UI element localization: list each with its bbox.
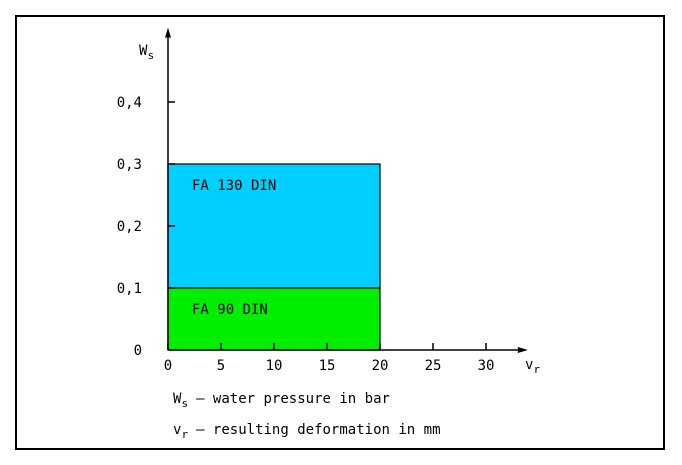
x-tick-label: 15 — [319, 358, 336, 374]
legend: Ws – water pressure in bar vr – resulting … — [173, 391, 441, 441]
axis-labels-layer: Ws vr — [139, 43, 540, 376]
region-label-fa-130-din: FA 130 DIN — [192, 178, 276, 194]
y-axis-arrowhead — [165, 27, 171, 38]
region-label-fa-90-din: FA 90 DIN — [192, 302, 268, 318]
axes-layer — [165, 27, 528, 353]
region-fa-130-din — [167, 163, 381, 289]
y-axis-label: Ws — [139, 43, 154, 62]
y-tick-label: 0,3 — [117, 157, 142, 173]
y-tick-label: 0,4 — [117, 95, 142, 111]
x-tick-label: 10 — [266, 358, 283, 374]
y-tick-label: 0,2 — [117, 219, 142, 235]
y-tick-label: 0,1 — [117, 281, 142, 297]
x-tick-label: 30 — [478, 358, 495, 374]
legend-vr: vr – resulting deformation in mm — [173, 422, 441, 441]
chart-frame: FA 130 DIN FA 90 DIN 0 5 10 15 20 25 30 0 0,1 0,2 0… — [15, 15, 665, 450]
x-tick-label: 5 — [217, 358, 225, 374]
regions-layer: FA 130 DIN FA 90 DIN — [167, 163, 381, 351]
ticks-layer: 0 5 10 15 20 25 30 0 0,1 0,2 0,3 0,4 — [117, 95, 495, 374]
x-axis-arrowhead — [517, 347, 528, 353]
legend-ws: Ws – water pressure in bar — [173, 391, 390, 410]
x-tick-label: 20 — [372, 358, 389, 374]
y-tick-label: 0 — [134, 343, 142, 359]
region-fa-90-din — [167, 287, 381, 351]
x-axis-label: vr — [525, 357, 540, 376]
x-tick-label: 25 — [425, 358, 442, 374]
x-tick-label: 0 — [164, 358, 172, 374]
